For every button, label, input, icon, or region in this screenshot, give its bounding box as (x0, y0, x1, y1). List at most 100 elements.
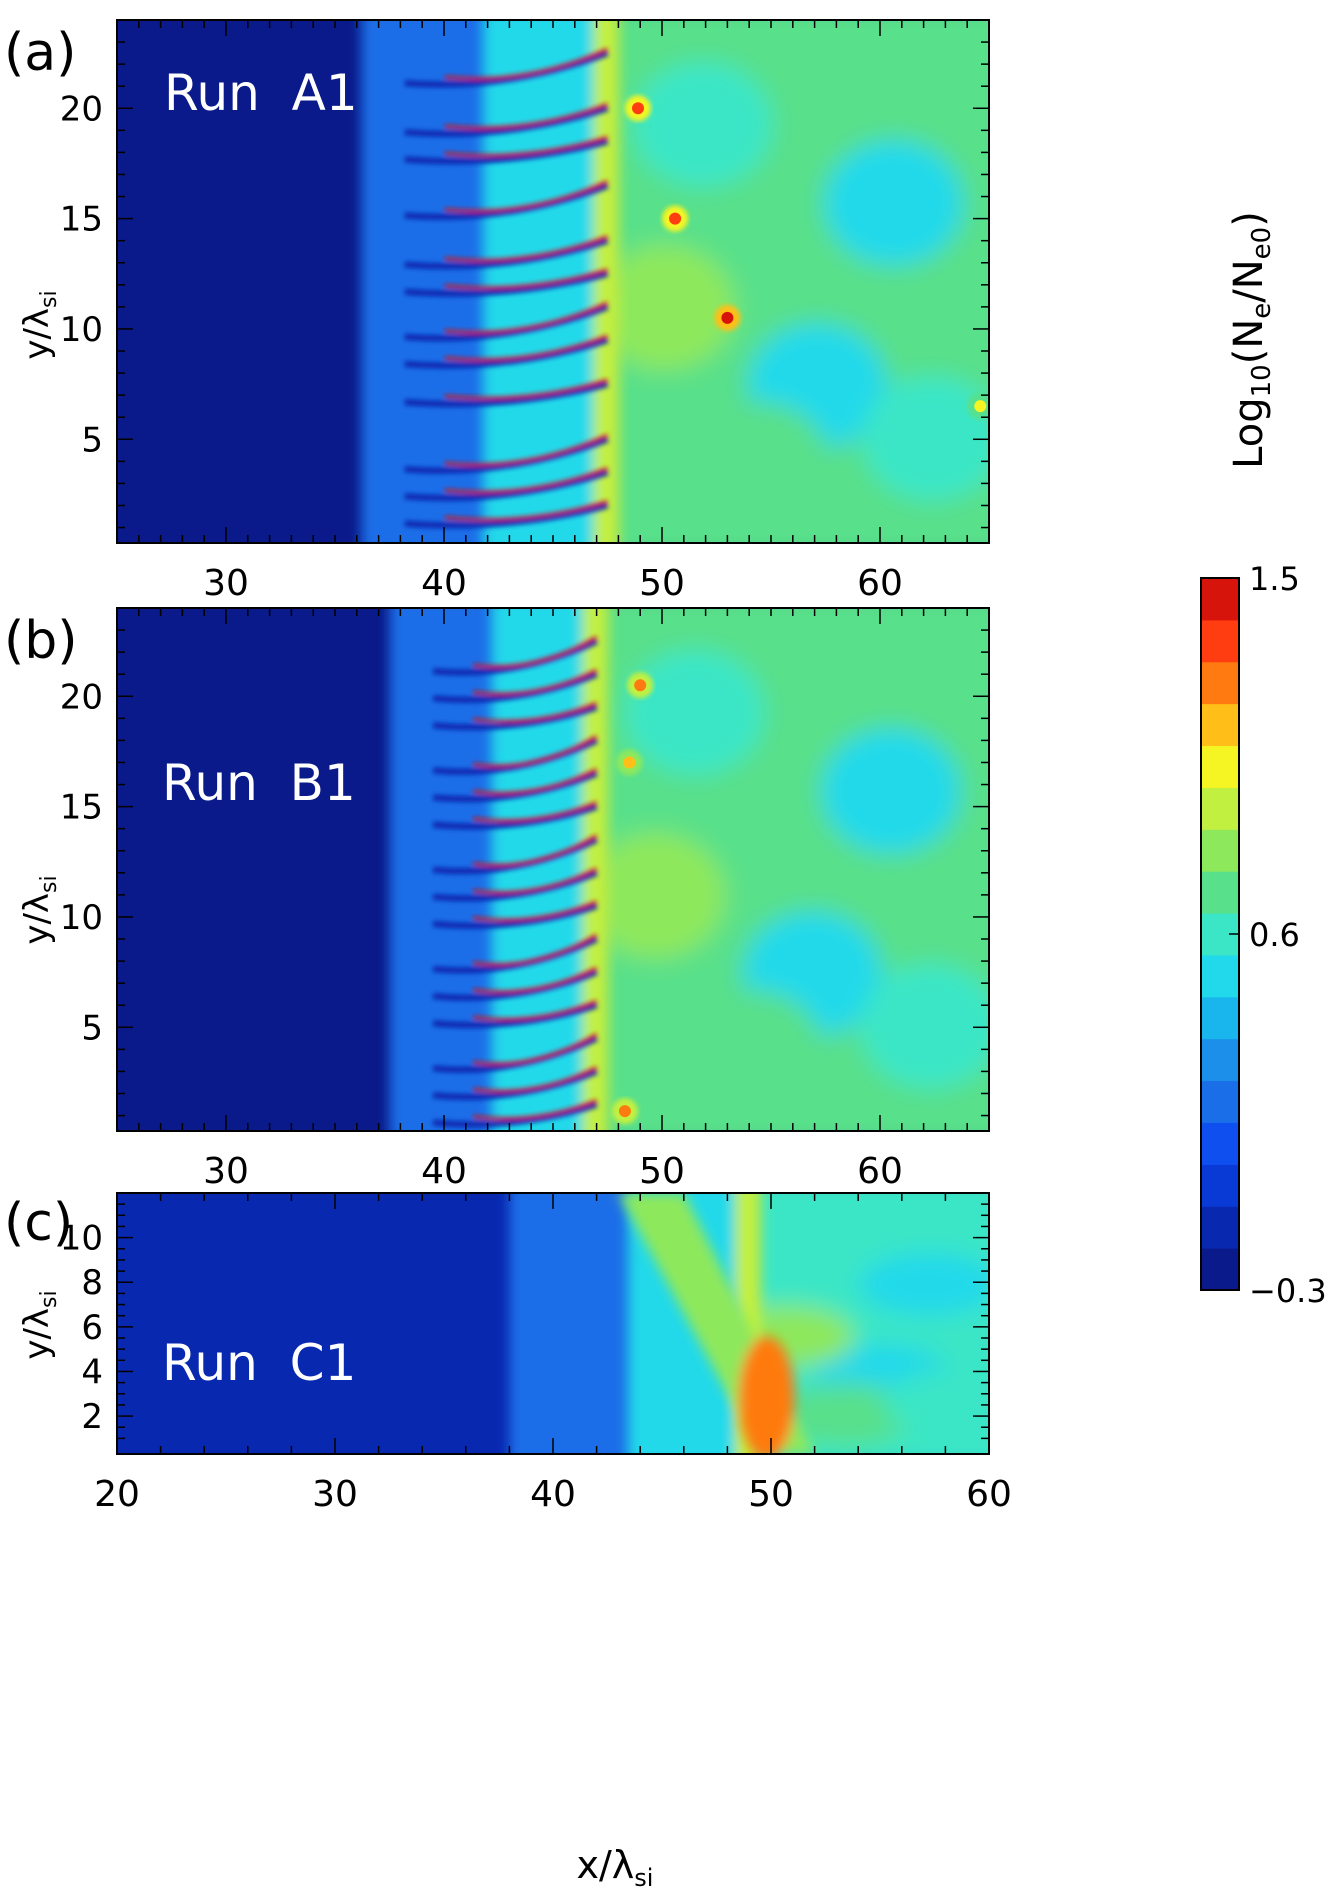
heat-blob (669, 212, 682, 225)
filament-bright (472, 1099, 598, 1121)
heat-blob (623, 756, 636, 769)
filament-bright (444, 301, 609, 334)
y-tick-label: 8 (81, 1263, 103, 1303)
y-tick-label: 20 (60, 677, 103, 717)
filament-dark (404, 270, 609, 297)
filament-dark (404, 469, 609, 501)
filament-dark (432, 638, 598, 676)
filament-bright (444, 102, 609, 130)
colorbar: 1.5 0.6 −0.3 Log10(Ne/Ne0) (1200, 211, 1327, 1310)
filament-dark (432, 903, 598, 929)
wedge-orange (738, 1336, 795, 1454)
filament-bright (444, 378, 608, 400)
y-tick-label: 15 (60, 200, 103, 240)
panel-c: 20 30 40 50 60 2 46 810 (c) Run C1 y/λsi x/λsi (4, 1192, 1012, 1889)
y-tick-label: 15 (60, 788, 103, 828)
heat-transition-left-a (361, 20, 485, 543)
colorbar-swatch (1201, 745, 1239, 788)
heat-blob (721, 311, 734, 324)
filament-dark (432, 969, 598, 1001)
filament-bright (472, 1033, 598, 1066)
filament-bright (472, 867, 598, 894)
heat-patch-b (683, 989, 824, 1116)
heat-blob (618, 1105, 631, 1118)
colorbar-ticks: 1.5 0.6 −0.3 (1229, 560, 1327, 1310)
colorbar-swatch (1201, 1080, 1239, 1123)
heat-patch-b (624, 649, 765, 776)
colorbar-swatch (1201, 996, 1239, 1040)
colorbar-swatch (1201, 871, 1239, 914)
heatmap-c (117, 1193, 989, 1454)
y-tick-label: 10 (60, 1219, 103, 1259)
filament-dark (432, 936, 598, 974)
heat-patch-b (585, 832, 726, 959)
filament-dark (404, 304, 609, 342)
x-tick-label: 60 (857, 1151, 903, 1192)
heat-patch-c (775, 1383, 915, 1447)
filament-bright (472, 1066, 598, 1093)
filament-dark (432, 1101, 598, 1128)
panel-a: 30 40 50 60 5 10 15 20 (a) Run A1 y/λsi (4, 19, 990, 604)
colorbar-swatch (1201, 1206, 1239, 1249)
filament-bright (444, 135, 608, 157)
heat-patch-a (862, 375, 989, 502)
filament-bright (444, 334, 609, 362)
x-axis-label: x/λsi (577, 1843, 654, 1889)
colorbar-swatches (1201, 578, 1239, 1291)
colorbar-swatch (1201, 1248, 1239, 1291)
run-label-c: Run C1 (162, 1334, 356, 1392)
colorbar-swatch (1201, 1164, 1239, 1207)
y-tick-label: 5 (81, 420, 103, 460)
filament-bright (444, 466, 609, 494)
x-tick-label: 30 (312, 1474, 358, 1515)
heat-patch-c (739, 1213, 879, 1277)
heat-downstream-b (585, 608, 989, 1131)
y-tick-label: 10 (60, 310, 103, 350)
heat-patch-b (860, 963, 989, 1090)
x-tick-label: 30 (203, 1151, 249, 1192)
heat-patch-c (883, 1370, 989, 1434)
panel-label-a: (a) (4, 23, 76, 83)
heat-patch-c (859, 1253, 989, 1316)
colorbar-swatch (1201, 1122, 1239, 1165)
heat-transition-left-c (509, 1193, 630, 1454)
heat-patch-b (821, 728, 961, 854)
colorbar-tick-label: 0.6 (1249, 916, 1300, 954)
filament-dark (404, 502, 609, 529)
heat-patch-a (594, 244, 735, 371)
y-axis-label-b: y/λsi (17, 875, 62, 944)
filament-bright (444, 47, 609, 81)
heat-blob (632, 102, 645, 115)
filament-bright (472, 933, 598, 966)
heat-wedge-c (618, 1193, 815, 1454)
y-ticks-c: 2 46 810 (60, 1192, 989, 1440)
panel-b: 30 40 50 60 5 10 15 20 (b) Run B1 y/λsi (4, 607, 990, 1192)
heat-downstream-a (594, 20, 989, 543)
filament-dark (404, 237, 609, 270)
colorbar-swatch (1201, 661, 1239, 705)
x-ticks-c: 20 30 40 50 60 (94, 1193, 1012, 1515)
filament-dark (432, 870, 598, 902)
filament-bright (444, 500, 608, 521)
heat-patch-a (633, 61, 773, 188)
colorbar-swatch (1201, 787, 1239, 830)
filament-bright (472, 635, 598, 669)
x-tick-label: 50 (748, 1474, 794, 1515)
colorbar-tick-label: 1.5 (1249, 560, 1300, 598)
heat-filaments-b (432, 635, 598, 1128)
filament-bright (472, 768, 598, 795)
colorbar-swatch (1201, 829, 1239, 872)
filament-bright (472, 966, 598, 994)
heatmap-b (117, 608, 989, 1131)
colorbar-swatch (1201, 1038, 1239, 1082)
filament-dark (404, 138, 609, 165)
filament-dark (404, 50, 609, 88)
filament-dark (432, 1002, 598, 1029)
filament-dark (432, 737, 598, 775)
y-axis-label-a: y/λsi (17, 290, 62, 359)
run-label-b: Run B1 (162, 754, 356, 812)
x-tick-label: 20 (94, 1474, 140, 1515)
y-tick-label: 2 (81, 1397, 103, 1437)
filament-dark (432, 770, 598, 803)
